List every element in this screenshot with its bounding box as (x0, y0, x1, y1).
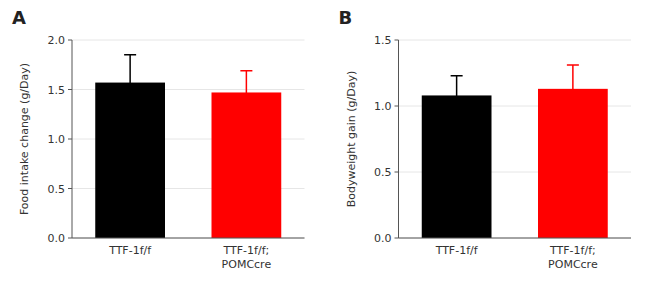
y-axis-line (72, 40, 73, 238)
error-bar (451, 76, 463, 116)
y-tick-label: 2.0 (48, 34, 66, 47)
x-axis-line (399, 238, 632, 239)
error-cap (451, 75, 463, 77)
error-cap (240, 70, 252, 72)
x-tick-label: TTF-1f/f;POMCcre (548, 244, 598, 271)
error-stem (246, 71, 248, 115)
error-stem (129, 55, 131, 110)
panel-title: B (339, 7, 353, 28)
bar (422, 95, 492, 238)
y-axis-label: Food intake change (g/Day) (18, 63, 31, 215)
grid-line (72, 238, 305, 239)
x-tick-label-line: TTF-1f/f; (549, 244, 596, 257)
error-bar (240, 71, 252, 115)
panel: B 0.0 0.5 1.0 1.5 Bodyweight gain (g/Day) TTF-… (339, 7, 632, 271)
x-tick-label-line: TTF-1f/f; (223, 244, 270, 257)
y-tick (68, 139, 72, 140)
y-tick (68, 89, 72, 90)
y-tick (395, 238, 399, 239)
y-tick (395, 172, 399, 173)
y-tick-label: 1.0 (374, 100, 392, 113)
y-tick-label: 0.0 (374, 232, 392, 245)
error-cap (240, 114, 252, 116)
x-tick-label: TTF-1f/f (435, 244, 479, 257)
error-bar (124, 55, 136, 110)
error-bar (567, 65, 579, 113)
y-tick (68, 40, 72, 41)
y-axis-label: Bodyweight gain (g/Day) (345, 71, 358, 208)
x-tick-label-line: TTF-1f/f (435, 244, 479, 257)
x-tick-label: TTF-1f/f (108, 244, 152, 257)
y-tick-label: 0.0 (48, 232, 66, 245)
x-tick-label-line: POMCcre (222, 258, 272, 271)
error-cap (567, 112, 579, 114)
x-tick-label: TTF-1f/f;POMCcre (222, 244, 272, 271)
y-axis-line (398, 40, 399, 238)
y-tick-label: 0.5 (374, 166, 392, 179)
panel-title: A (12, 7, 26, 28)
y-tick (395, 106, 399, 107)
error-stem (456, 76, 458, 116)
error-cap (124, 110, 136, 112)
x-axis-line (72, 238, 305, 239)
marks (95, 55, 281, 238)
x-tick-label-line: POMCcre (548, 258, 598, 271)
panel: A 0.0 0.5 1.0 1.5 2.0 Food intake change (g/Da… (12, 7, 305, 271)
chart-root: A 0.0 0.5 1.0 1.5 2.0 Food intake change (g/Da… (0, 0, 653, 286)
y-tick (395, 40, 399, 41)
y-tick (68, 188, 72, 189)
marks (422, 65, 608, 238)
grid-line (399, 238, 632, 239)
x-tick-label-line: TTF-1f/f (108, 244, 152, 257)
grid-line (72, 40, 305, 41)
error-cap (567, 64, 579, 66)
y-tick-label: 1.5 (48, 84, 66, 97)
error-cap (451, 114, 463, 116)
error-stem (572, 65, 574, 113)
grid-line (399, 40, 632, 41)
y-tick-label: 1.0 (48, 133, 66, 146)
error-cap (124, 54, 136, 56)
bar (212, 92, 282, 238)
y-tick-label: 0.5 (48, 183, 66, 196)
y-tick-label: 1.5 (374, 34, 392, 47)
y-tick (68, 238, 72, 239)
